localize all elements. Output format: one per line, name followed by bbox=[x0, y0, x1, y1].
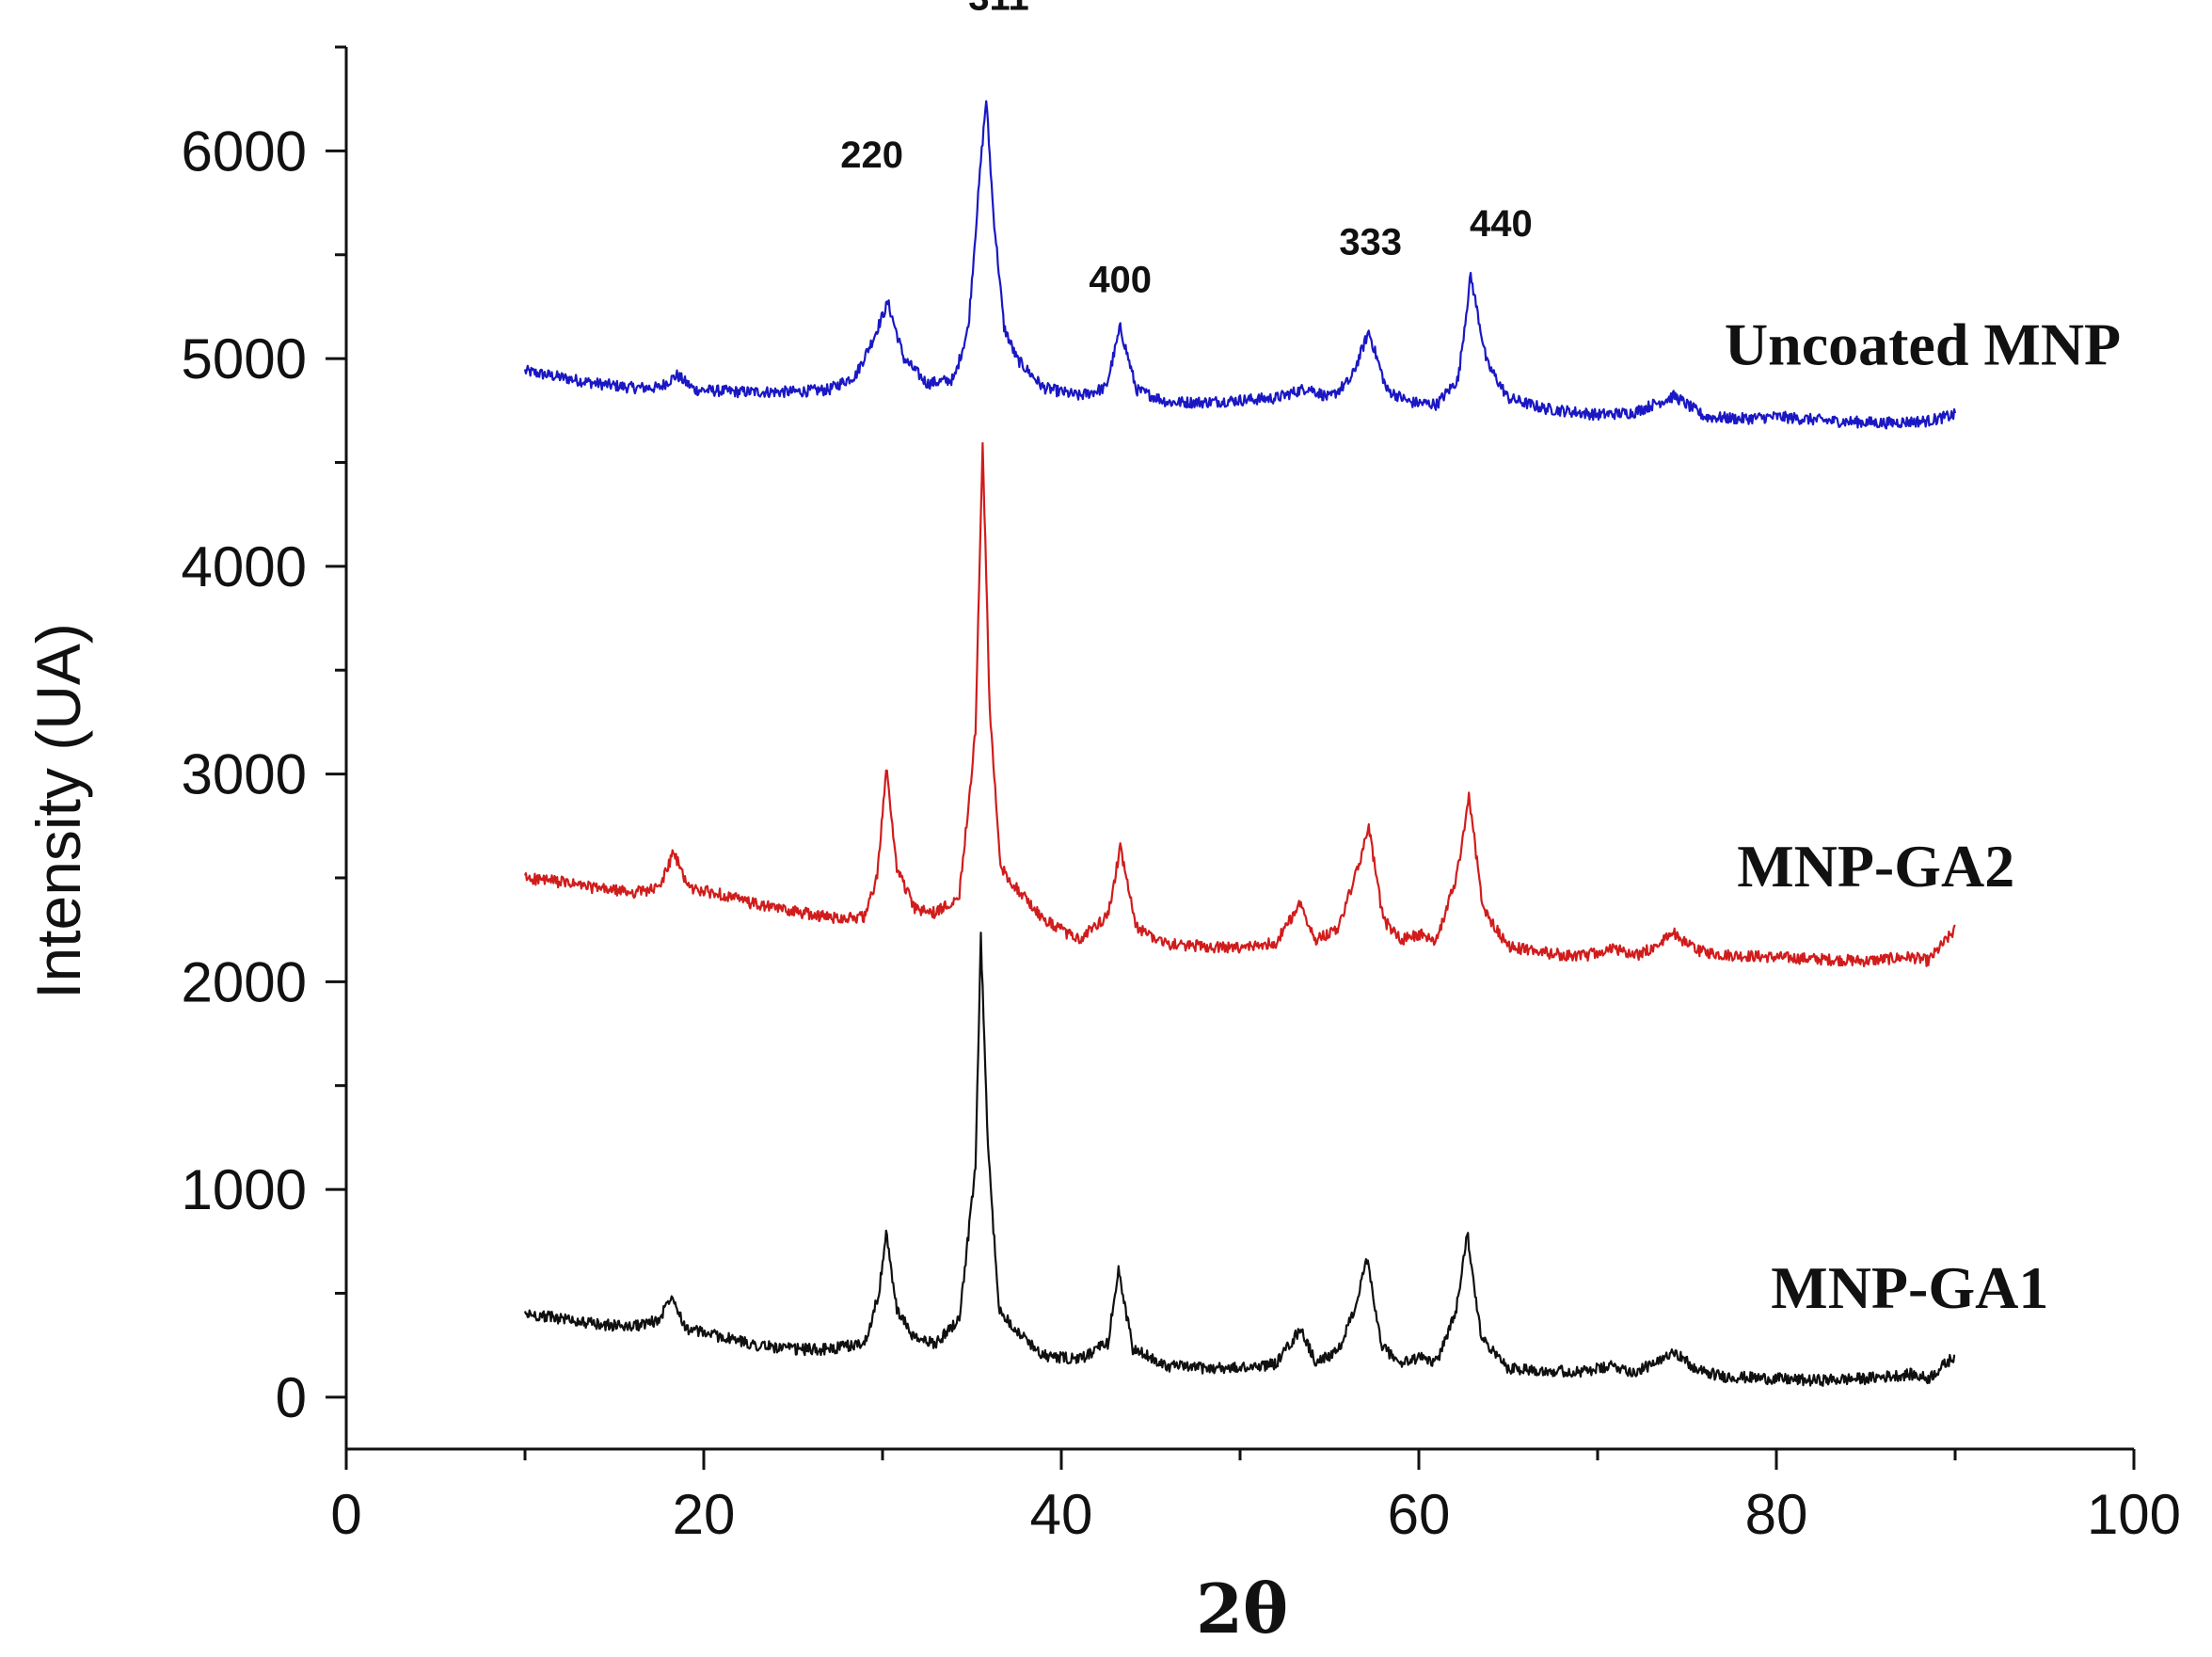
x-axis-title: 2θ bbox=[1196, 1569, 1288, 1649]
y-tick-label: 5000 bbox=[182, 327, 307, 390]
series-lines bbox=[523, 100, 1957, 1387]
series-line-uncoated-mnp bbox=[523, 100, 1957, 430]
series-label: Uncoated MNP bbox=[1725, 311, 2121, 378]
x-tick-label: 20 bbox=[673, 1483, 736, 1546]
x-tick-label: 40 bbox=[1030, 1483, 1093, 1546]
y-axis-title: Intensity (UA) bbox=[24, 623, 93, 999]
y-tick-label: 1000 bbox=[182, 1158, 307, 1221]
x-tick-label: 0 bbox=[330, 1483, 361, 1546]
series-line-mnp-ga2 bbox=[523, 441, 1956, 968]
axes bbox=[344, 47, 2134, 1451]
peak-label: 311 bbox=[968, 0, 1029, 18]
y-tick-label: 3000 bbox=[182, 743, 307, 806]
series-label: MNP-GA1 bbox=[1771, 1254, 2048, 1321]
y-tick-label: 6000 bbox=[182, 119, 307, 183]
x-tick-label: 80 bbox=[1745, 1483, 1808, 1546]
series-label: MNP-GA2 bbox=[1737, 833, 2014, 900]
tick-marks bbox=[326, 45, 2136, 1470]
y-tick-label: 0 bbox=[276, 1366, 307, 1429]
peak-label: 440 bbox=[1470, 203, 1533, 245]
peak-label: 333 bbox=[1339, 222, 1402, 263]
series-line-mnp-ga1 bbox=[523, 932, 1956, 1387]
peak-label: 400 bbox=[1089, 259, 1152, 300]
x-tick-label: 100 bbox=[2087, 1483, 2181, 1546]
y-tick-label: 2000 bbox=[182, 950, 307, 1013]
y-tick-label: 4000 bbox=[182, 535, 307, 598]
peak-label: 220 bbox=[840, 135, 903, 176]
annotations: Uncoated MNP MNP-GA2 MNP-GA1 220 311 400 333 44… bbox=[840, 0, 2121, 1321]
x-tick-label: 60 bbox=[1388, 1483, 1451, 1546]
